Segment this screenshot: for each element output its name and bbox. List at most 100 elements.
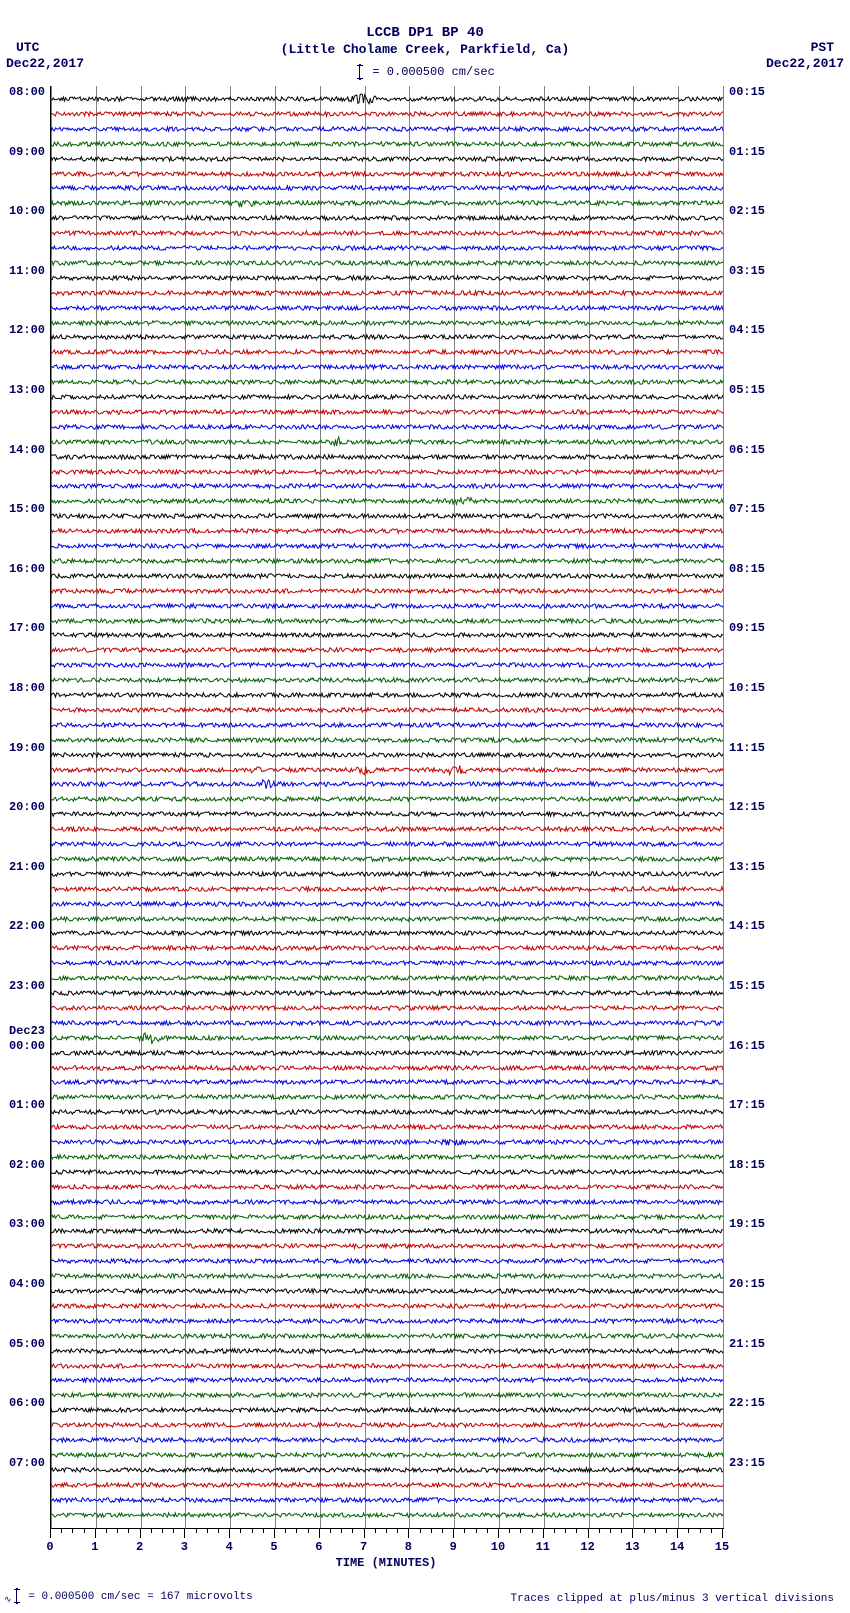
trace-row bbox=[51, 167, 723, 181]
trace-row bbox=[51, 479, 723, 493]
trace-waveform bbox=[51, 1388, 723, 1402]
trace-waveform bbox=[51, 897, 723, 911]
trace-waveform bbox=[51, 465, 723, 479]
x-tick-minor bbox=[352, 1528, 353, 1533]
x-tick-minor bbox=[442, 1528, 443, 1533]
trace-waveform bbox=[51, 941, 723, 955]
trace-waveform bbox=[51, 390, 723, 404]
utc-time-label: 02:00 bbox=[9, 1158, 45, 1172]
trace-row bbox=[51, 1239, 723, 1253]
trace-waveform bbox=[51, 420, 723, 434]
trace-waveform bbox=[51, 137, 723, 151]
utc-time-label: 09:00 bbox=[9, 145, 45, 159]
trace-waveform bbox=[51, 1180, 723, 1194]
utc-time-label: 12:00 bbox=[9, 323, 45, 337]
pst-time-label: 20:15 bbox=[729, 1277, 765, 1291]
x-tick-minor bbox=[106, 1528, 107, 1533]
pst-time-label: 06:15 bbox=[729, 443, 765, 457]
x-tick-label: 12 bbox=[580, 1540, 594, 1554]
x-tick-minor bbox=[285, 1528, 286, 1533]
trace-row: 14:0006:15 bbox=[51, 450, 723, 464]
pst-time-label: 00:15 bbox=[729, 85, 765, 99]
trace-row bbox=[51, 763, 723, 777]
x-tick-minor bbox=[666, 1528, 667, 1533]
x-tick-minor bbox=[476, 1528, 477, 1533]
utc-time-label: 06:00 bbox=[9, 1396, 45, 1410]
trace-row: 06:0022:15 bbox=[51, 1403, 723, 1417]
trace-waveform bbox=[51, 330, 723, 344]
trace-row bbox=[51, 301, 723, 315]
utc-time-label: 18:00 bbox=[9, 681, 45, 695]
vertical-scale: = 0.000500 cm/sec bbox=[0, 64, 850, 80]
x-tick-label: 2 bbox=[136, 1540, 143, 1554]
trace-waveform bbox=[51, 375, 723, 389]
x-axis-title: TIME (MINUTES) bbox=[50, 1556, 722, 1570]
trace-row bbox=[51, 256, 723, 270]
pst-time-label: 11:15 bbox=[729, 741, 765, 755]
pst-time-label: 07:15 bbox=[729, 502, 765, 516]
trace-waveform bbox=[51, 807, 723, 821]
trace-row bbox=[51, 539, 723, 553]
trace-row bbox=[51, 1075, 723, 1089]
x-tick-minor bbox=[296, 1528, 297, 1533]
trace-row bbox=[51, 286, 723, 300]
utc-time-label: 08:00 bbox=[9, 85, 45, 99]
trace-row bbox=[51, 837, 723, 851]
pst-time-label: 12:15 bbox=[729, 800, 765, 814]
trace-row: Dec2300:0016:15 bbox=[51, 1046, 723, 1060]
trace-waveform bbox=[51, 479, 723, 493]
x-tick bbox=[229, 1528, 230, 1538]
trace-waveform bbox=[51, 688, 723, 702]
tz-left-label: UTC bbox=[16, 40, 39, 55]
x-tick-label: 6 bbox=[315, 1540, 322, 1554]
x-tick-minor bbox=[263, 1528, 264, 1533]
x-tick-minor bbox=[252, 1528, 253, 1533]
trace-waveform bbox=[51, 1284, 723, 1298]
x-tick bbox=[588, 1528, 589, 1538]
pst-time-label: 14:15 bbox=[729, 919, 765, 933]
footer-left-text: = 0.000500 cm/sec = 167 microvolts bbox=[28, 1591, 252, 1603]
trace-row bbox=[51, 524, 723, 538]
utc-time-label: 15:00 bbox=[9, 502, 45, 516]
title-line-1: LCCB DP1 BP 40 bbox=[0, 24, 850, 42]
trace-row bbox=[51, 494, 723, 508]
trace-waveform bbox=[51, 1046, 723, 1060]
trace-waveform bbox=[51, 763, 723, 777]
trace-row: 15:0007:15 bbox=[51, 509, 723, 523]
trace-row: 09:0001:15 bbox=[51, 152, 723, 166]
trace-row bbox=[51, 658, 723, 672]
trace-waveform bbox=[51, 1105, 723, 1119]
trace-row bbox=[51, 226, 723, 240]
x-tick-minor bbox=[330, 1528, 331, 1533]
trace-waveform bbox=[51, 1463, 723, 1477]
trace-waveform bbox=[51, 226, 723, 240]
trace-row bbox=[51, 1061, 723, 1075]
trace-row bbox=[51, 1508, 723, 1522]
trace-waveform bbox=[51, 1359, 723, 1373]
scale-bar-icon bbox=[16, 1588, 18, 1604]
pst-time-label: 01:15 bbox=[729, 145, 765, 159]
x-tick-label: 4 bbox=[226, 1540, 233, 1554]
pst-time-label: 03:15 bbox=[729, 264, 765, 278]
trace-row bbox=[51, 703, 723, 717]
trace-row bbox=[51, 554, 723, 568]
trace-row: 19:0011:15 bbox=[51, 748, 723, 762]
trace-waveform bbox=[51, 360, 723, 374]
pst-time-label: 22:15 bbox=[729, 1396, 765, 1410]
x-tick-minor bbox=[162, 1528, 163, 1533]
x-tick-minor bbox=[420, 1528, 421, 1533]
trace-row: 21:0013:15 bbox=[51, 867, 723, 881]
utc-time-label: 10:00 bbox=[9, 204, 45, 218]
utc-time-label: 01:00 bbox=[9, 1098, 45, 1112]
footer-right: Traces clipped at plus/minus 3 vertical … bbox=[511, 1593, 834, 1605]
trace-row bbox=[51, 777, 723, 791]
trace-row bbox=[51, 1329, 723, 1343]
x-tick-minor bbox=[240, 1528, 241, 1533]
trace-row bbox=[51, 1135, 723, 1149]
trace-waveform bbox=[51, 1210, 723, 1224]
trace-waveform bbox=[51, 450, 723, 464]
trace-waveform bbox=[51, 599, 723, 613]
trace-row bbox=[51, 107, 723, 121]
trace-row: 13:0005:15 bbox=[51, 390, 723, 404]
trace-row bbox=[51, 360, 723, 374]
